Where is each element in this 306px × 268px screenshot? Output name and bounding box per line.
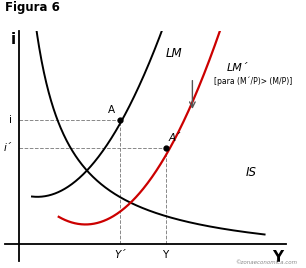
Text: Y: Y — [162, 250, 169, 260]
Text: LM´: LM´ — [227, 64, 249, 73]
Text: i: i — [9, 115, 12, 125]
Text: i´: i´ — [4, 143, 12, 153]
Text: A: A — [108, 105, 115, 115]
Text: LM: LM — [165, 47, 182, 59]
Text: Y: Y — [272, 250, 283, 265]
Text: i: i — [11, 32, 16, 47]
Text: Figura 6: Figura 6 — [5, 1, 60, 14]
Text: IS: IS — [246, 166, 257, 178]
Text: ©zonaeconomica.com: ©zonaeconomica.com — [235, 260, 297, 265]
Text: A´: A´ — [168, 132, 181, 143]
Text: [para (M´/P)> (M/P)]: [para (M´/P)> (M/P)] — [214, 77, 292, 86]
Text: Y´: Y´ — [114, 250, 126, 260]
